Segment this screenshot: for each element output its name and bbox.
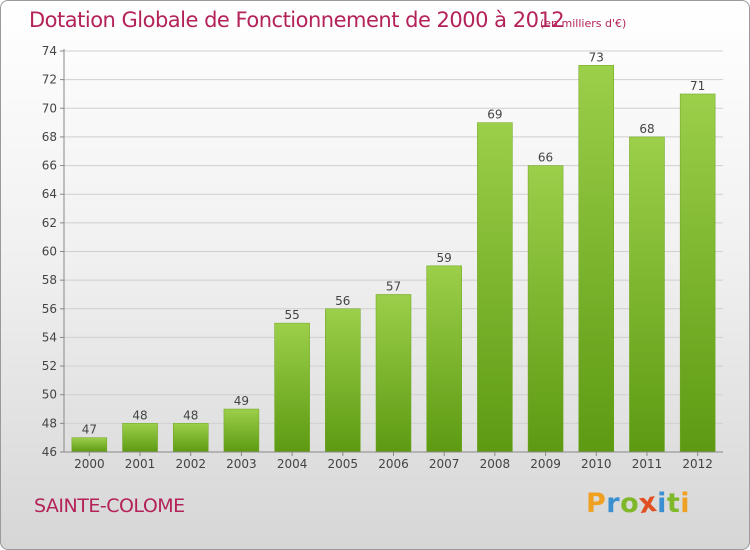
y-tick-label: 62 [42,216,57,230]
y-tick-label: 56 [42,302,57,316]
bar-2009 [527,165,564,453]
bar-2012 [679,93,716,453]
data-label-2010: 73 [589,50,604,64]
logo-letter: i [657,488,667,519]
y-tick-label: 50 [42,388,57,402]
x-tick-label-2009: 2009 [530,457,561,471]
y-tick-label: 48 [42,416,57,430]
y-tick-label: 66 [42,159,57,173]
logo-letter: P [586,488,607,519]
data-label-2006: 57 [386,279,401,293]
y-tick-label: 68 [42,130,57,144]
bar-2002 [172,423,209,453]
labels-layer: 47 48 48 49 55 56 57 59 69 66 73 68 71 [82,50,706,436]
y-tick-label: 64 [42,187,57,201]
y-tick-label: 70 [42,101,57,115]
data-label-2012: 71 [690,79,705,93]
bar-2011 [629,136,665,453]
x-tick-label-2008: 2008 [480,457,511,471]
data-label-2002: 48 [183,408,198,422]
axis-layer: 46 48 50 52 54 56 58 60 62 64 66 68 70 72 74 2000 2001 20… [42,44,723,471]
x-tick-label-2003: 2003 [226,457,257,471]
bars-layer [71,65,716,453]
data-label-2004: 55 [284,308,299,322]
bar-2008 [477,122,513,453]
logo-letter: i [680,488,691,519]
data-label-2001: 48 [132,408,147,422]
bar-2001 [122,423,158,453]
x-tick-label-2000: 2000 [74,457,105,471]
bar-2004 [274,322,310,453]
data-label-2000: 47 [82,423,97,437]
data-label-2007: 59 [437,251,452,265]
data-label-2011: 68 [639,122,654,136]
x-tick-label-2007: 2007 [429,457,460,471]
bar-2003 [223,408,260,453]
x-tick-label-2010: 2010 [581,457,612,471]
y-tick-label: 46 [42,445,57,459]
y-tick-label: 60 [42,245,57,259]
x-tick-label-2001: 2001 [125,457,156,471]
x-tick-label-2012: 2012 [682,457,713,471]
chart-unit-note: (en milliers d'€) [540,17,627,30]
x-tick-label-2011: 2011 [632,457,663,471]
commune-name: SAINTE-COLOME [34,495,185,517]
proxiti-logo: Proxiti [586,486,691,521]
logo-letter: o [620,488,640,519]
data-label-2005: 56 [335,294,350,308]
data-label-2008: 69 [487,108,502,122]
x-tick-label-2002: 2002 [175,457,206,471]
logo-letter: r [606,488,621,519]
bar-2006 [375,294,412,453]
logo-letter: t [666,488,681,519]
logo-letter: x [637,486,660,521]
y-tick-label: 72 [42,73,57,87]
x-tick-label-2004: 2004 [277,457,308,471]
y-tick-label: 58 [42,273,57,287]
bar-2010 [578,65,615,453]
y-tick-label: 74 [42,44,57,58]
y-tick-label: 54 [42,330,57,344]
chart-title: Dotation Globale de Fonctionnement de 20… [29,8,565,32]
x-tick-label-2005: 2005 [328,457,359,471]
bar-2000 [71,437,108,453]
x-tick-label-2006: 2006 [378,457,409,471]
bar-2005 [325,308,361,453]
y-tick-label: 52 [42,359,57,373]
data-label-2003: 49 [234,394,249,408]
bar-2007 [426,265,462,453]
data-label-2009: 66 [538,151,553,165]
